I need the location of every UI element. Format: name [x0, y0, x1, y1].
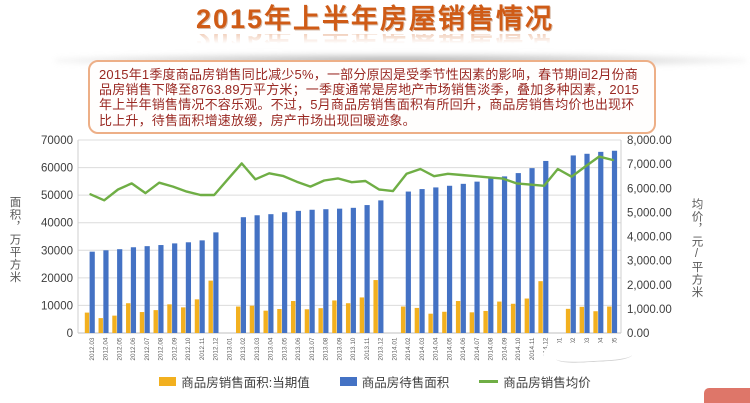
svg-text:2013.12: 2013.12 [378, 337, 385, 361]
legend-label-inventory: 商品房待售面积 [361, 376, 450, 390]
svg-text:10000: 10000 [41, 300, 73, 312]
svg-text:2012.12: 2012.12 [213, 337, 220, 361]
legend-item-sales: 商品房销售面积:当期值 [159, 372, 310, 391]
legend-item-inventory: 商品房待售面积 [339, 372, 450, 391]
svg-text:0.00: 0.00 [627, 328, 649, 340]
svg-text:2014.01: 2014.01 [391, 337, 398, 361]
svg-text:2012.04: 2012.04 [103, 337, 110, 361]
svg-text:60000: 60000 [41, 163, 73, 175]
svg-text:8,000.00: 8,000.00 [627, 135, 672, 147]
svg-text:2013.04: 2013.04 [268, 337, 275, 361]
inventory-swatch-icon [339, 377, 357, 386]
svg-text:1,000.00: 1,000.00 [627, 304, 672, 316]
svg-text:7,000.00: 7,000.00 [627, 159, 672, 171]
right-axis-title: 均价，元/平方米 [690, 198, 703, 299]
svg-text:2014.06: 2014.06 [460, 337, 467, 361]
svg-text:2013.05: 2013.05 [281, 337, 288, 361]
svg-text:2013.11: 2013.11 [364, 337, 371, 360]
watermark-fragment [704, 388, 750, 403]
svg-text:2013.07: 2013.07 [309, 337, 316, 361]
svg-text:2012.07: 2012.07 [144, 337, 151, 361]
svg-text:2014.09: 2014.09 [501, 337, 508, 361]
left-axis-title: 面积，万平方米 [8, 196, 21, 284]
legend-label-sales: 商品房销售面积:当期值 [181, 376, 310, 390]
price-line [89, 155, 614, 202]
svg-text:40000: 40000 [41, 218, 73, 230]
svg-text:2014.11: 2014.11 [529, 337, 536, 360]
chart-legend: 商品房销售面积:当期值 商品房待售面积 商品房销售均价 [0, 372, 750, 391]
svg-text:2013.08: 2013.08 [323, 337, 330, 361]
svg-text:2012.08: 2012.08 [158, 337, 165, 361]
svg-text:2013.02: 2013.02 [240, 337, 247, 361]
left-axis-tick-labels: 0 10000 20000 30000 40000 50000 60000 70000 [41, 135, 73, 340]
svg-text:2013.03: 2013.03 [254, 337, 261, 361]
title-block: 2015年上半年房屋销售情况 2015年上半年房屋销售情况 [0, 4, 750, 51]
annotation-box: 2015年1季度商品房销售同比减少5%，一部分原因是受季节性因素的影响，春节期间… [88, 60, 656, 134]
svg-text:2013.09: 2013.09 [336, 337, 343, 361]
svg-text:2012.10: 2012.10 [185, 337, 192, 361]
svg-text:2013.10: 2013.10 [350, 337, 357, 361]
svg-text:2014.03: 2014.03 [419, 337, 426, 361]
watermark-blob [543, 343, 669, 374]
svg-text:2012.06: 2012.06 [130, 337, 137, 361]
page-title: 2015年上半年房屋销售情况 [195, 4, 555, 34]
right-axis-tick-labels: 0.00 1,000.00 2,000.00 3,000.00 4,000.00 5,00… [627, 135, 672, 340]
inventory-bars [89, 150, 618, 333]
svg-text:30000: 30000 [41, 245, 73, 257]
svg-text:2014.04: 2014.04 [433, 337, 440, 361]
svg-text:3,000.00: 3,000.00 [627, 256, 672, 268]
svg-text:2014.02: 2014.02 [405, 337, 412, 361]
svg-text:2013.01: 2013.01 [226, 337, 233, 361]
svg-text:2014.08: 2014.08 [488, 337, 495, 361]
svg-text:2012.09: 2012.09 [171, 337, 178, 361]
annotation-text: 2015年1季度商品房销售同比减少5%，一部分原因是受季节性因素的影响，春节期间… [99, 67, 640, 128]
svg-text:4,000.00: 4,000.00 [627, 232, 672, 244]
svg-text:2,000.00: 2,000.00 [627, 280, 672, 292]
svg-text:2014.07: 2014.07 [474, 337, 481, 361]
svg-text:6,000.00: 6,000.00 [627, 183, 672, 195]
sales-bars [84, 280, 612, 333]
svg-text:2012.03: 2012.03 [89, 337, 96, 361]
svg-text:70000: 70000 [41, 135, 73, 147]
svg-text:2012.11: 2012.11 [199, 337, 206, 360]
svg-text:2012.05: 2012.05 [116, 337, 123, 361]
svg-text:5,000.00: 5,000.00 [627, 207, 672, 219]
svg-text:2013.06: 2013.06 [295, 337, 302, 361]
svg-text:50000: 50000 [41, 190, 73, 202]
legend-item-price: 商品房销售均价 [479, 372, 591, 391]
legend-label-price: 商品房销售均价 [503, 376, 591, 390]
svg-text:2014.10: 2014.10 [515, 337, 522, 361]
sales-swatch-icon [159, 377, 177, 386]
price-line-swatch-icon [479, 380, 499, 383]
svg-text:2014.05: 2014.05 [446, 337, 453, 361]
x-axis-labels: 2012.03 2012.04 2012.05 2012.06 2012.07 2012.… [89, 337, 618, 361]
svg-text:0: 0 [67, 328, 73, 340]
svg-text:20000: 20000 [41, 273, 73, 285]
